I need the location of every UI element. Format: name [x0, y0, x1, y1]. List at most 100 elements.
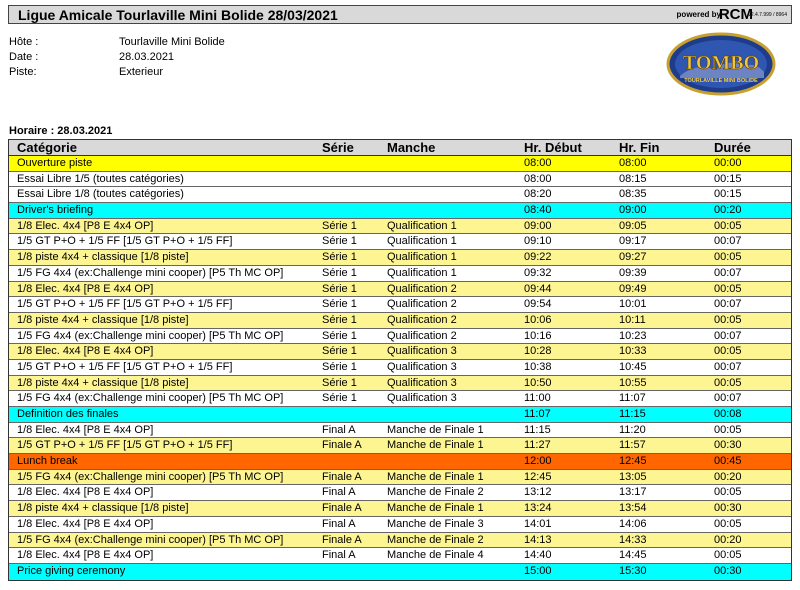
- cell-duration: 00:20: [714, 533, 742, 546]
- cell-round: Qualification 1: [387, 266, 457, 279]
- cell-duration: 00:08: [714, 408, 742, 420]
- cell-category: 1/5 FG 4x4 (ex:Challenge mini cooper) [P…: [17, 470, 284, 483]
- cell-round: Qualification 3: [387, 360, 457, 373]
- cell-end-time: 11:07: [619, 392, 646, 405]
- cell-category: 1/5 FG 4x4 (ex:Challenge mini cooper) [P…: [17, 329, 284, 342]
- table-row: Price giving ceremony 15:00 15:30 00:30: [9, 563, 791, 580]
- cell-category: 1/8 Elec. 4x4 [P8 E 4x4 OP]: [17, 345, 154, 358]
- table-row: Essai Libre 1/5 (toutes catégories) 08:00…: [9, 171, 791, 188]
- cell-category: 1/5 GT P+O + 1/5 FF [1/5 GT P+O + 1/5 FF…: [17, 298, 233, 311]
- cell-round: Manche de Finale 1: [387, 470, 484, 483]
- cell-series: Série 1: [322, 235, 357, 248]
- cell-series: Série 1: [322, 360, 357, 373]
- cell-start-time: 09:22: [524, 251, 552, 264]
- table-row: 1/5 GT P+O + 1/5 FF [1/5 GT P+O + 1/5 FF…: [9, 234, 791, 251]
- cell-end-time: 08:00: [619, 157, 647, 169]
- cell-series: Série 1: [322, 376, 357, 389]
- cell-start-time: 11:00: [524, 392, 551, 405]
- cell-duration: 00:30: [714, 502, 742, 515]
- cell-end-time: 13:54: [619, 502, 647, 515]
- col-header-end: Hr. Fin: [619, 140, 660, 155]
- cell-round: Qualification 2: [387, 282, 457, 295]
- cell-series: Final A: [322, 423, 356, 436]
- cell-end-time: 14:06: [619, 517, 647, 530]
- cell-start-time: 09:00: [524, 219, 552, 232]
- cell-start-time: 12:00: [524, 455, 552, 468]
- cell-start-time: 13:24: [524, 502, 552, 515]
- cell-start-time: 09:32: [524, 266, 552, 279]
- table-header-row: Catégorie Série Manche Hr. Début Hr. Fin…: [9, 140, 791, 156]
- cell-start-time: 10:38: [524, 360, 552, 373]
- cell-category: 1/8 Elec. 4x4 [P8 E 4x4 OP]: [17, 282, 154, 295]
- cell-series: Finale A: [322, 439, 362, 452]
- table-row: 1/8 piste 4x4 + classique [1/8 piste] Fin…: [9, 501, 791, 517]
- cell-category: Lunch break: [17, 455, 78, 468]
- cell-start-time: 11:15: [524, 423, 551, 436]
- cell-round: Qualification 3: [387, 376, 457, 389]
- cell-category: 1/8 Elec. 4x4 [P8 E 4x4 OP]: [17, 219, 154, 232]
- table-row: Ouverture piste 08:00 08:00 00:00: [9, 156, 791, 172]
- cell-duration: 00:05: [714, 282, 742, 295]
- cell-end-time: 14:45: [619, 549, 647, 562]
- cell-duration: 00:05: [714, 486, 742, 499]
- cell-series: Finale A: [322, 533, 362, 546]
- cell-end-time: 11:15: [619, 408, 646, 420]
- table-row: 1/5 FG 4x4 (ex:Challenge mini cooper) [P…: [9, 532, 791, 549]
- cell-series: Final A: [322, 486, 356, 499]
- cell-end-time: 08:35: [619, 188, 647, 201]
- table-row: Driver's briefing 08:40 09:00 00:20: [9, 203, 791, 219]
- cell-duration: 00:30: [714, 564, 742, 577]
- cell-duration: 00:00: [714, 157, 742, 169]
- cell-end-time: 15:30: [619, 564, 647, 577]
- cell-category: 1/5 GT P+O + 1/5 FF [1/5 GT P+O + 1/5 FF…: [17, 360, 233, 373]
- cell-start-time: 14:01: [524, 517, 552, 530]
- table-row: 1/5 GT P+O + 1/5 FF [1/5 GT P+O + 1/5 FF…: [9, 297, 791, 313]
- table-row: 1/8 piste 4x4 + classique [1/8 piste] Sér…: [9, 375, 791, 392]
- cell-duration: 00:30: [714, 439, 742, 452]
- cell-series: Série 1: [322, 345, 357, 358]
- info-host-value: Tourlaville Mini Bolide: [119, 36, 225, 48]
- cell-series: Final A: [322, 517, 356, 530]
- cell-category: 1/8 Elec. 4x4 [P8 E 4x4 OP]: [17, 549, 154, 562]
- cell-round: Qualification 1: [387, 235, 457, 248]
- cell-start-time: 13:12: [524, 486, 552, 499]
- col-header-round: Manche: [387, 140, 436, 155]
- cell-round: Qualification 2: [387, 313, 457, 326]
- cell-start-time: 12:45: [524, 470, 552, 483]
- cell-duration: 00:07: [714, 329, 742, 342]
- table-row: 1/5 GT P+O + 1/5 FF [1/5 GT P+O + 1/5 FF…: [9, 438, 791, 455]
- cell-start-time: 09:54: [524, 298, 552, 311]
- cell-round: Manche de Finale 2: [387, 533, 484, 546]
- cell-duration: 00:07: [714, 298, 742, 311]
- col-header-start: Hr. Début: [524, 140, 582, 155]
- cell-category: Ouverture piste: [17, 157, 93, 169]
- cell-start-time: 08:00: [524, 172, 552, 185]
- cell-end-time: 10:55: [619, 376, 647, 389]
- cell-series: Finale A: [322, 502, 362, 515]
- cell-end-time: 11:57: [619, 439, 646, 452]
- powered-by-label: powered by: [676, 10, 721, 19]
- cell-category: 1/8 Elec. 4x4 [P8 E 4x4 OP]: [17, 517, 154, 530]
- table-row: 1/8 Elec. 4x4 [P8 E 4x4 OP] Série 1 Qualif…: [9, 218, 791, 235]
- cell-duration: 00:20: [714, 204, 742, 217]
- cell-end-time: 10:45: [619, 360, 647, 373]
- cell-start-time: 14:40: [524, 549, 552, 562]
- cell-end-time: 09:17: [619, 235, 647, 248]
- cell-round: Manche de Finale 4: [387, 549, 484, 562]
- cell-series: Final A: [322, 549, 356, 562]
- cell-series: Série 1: [322, 329, 357, 342]
- table-row: 1/5 FG 4x4 (ex:Challenge mini cooper) [P…: [9, 391, 791, 407]
- table-row: 1/8 Elec. 4x4 [P8 E 4x4 OP] Série 1 Qualif…: [9, 281, 791, 298]
- svg-text:TOMBO: TOMBO: [683, 52, 759, 74]
- page-title: Ligue Amicale Tourlaville Mini Bolide 28…: [18, 7, 338, 23]
- cell-category: 1/8 piste 4x4 + classique [1/8 piste]: [17, 376, 189, 389]
- col-header-category: Catégorie: [17, 140, 77, 155]
- table-row: Essai Libre 1/8 (toutes catégories) 08:20…: [9, 187, 791, 204]
- cell-series: Série 1: [322, 392, 357, 405]
- cell-category: 1/5 GT P+O + 1/5 FF [1/5 GT P+O + 1/5 FF…: [17, 235, 233, 248]
- table-row: Definition des finales 11:07 11:15 00:08: [9, 407, 791, 423]
- cell-duration: 00:05: [714, 517, 742, 530]
- cell-category: Price giving ceremony: [17, 564, 126, 577]
- cell-round: Qualification 1: [387, 219, 457, 232]
- table-row: 1/5 FG 4x4 (ex:Challenge mini cooper) [P…: [9, 328, 791, 345]
